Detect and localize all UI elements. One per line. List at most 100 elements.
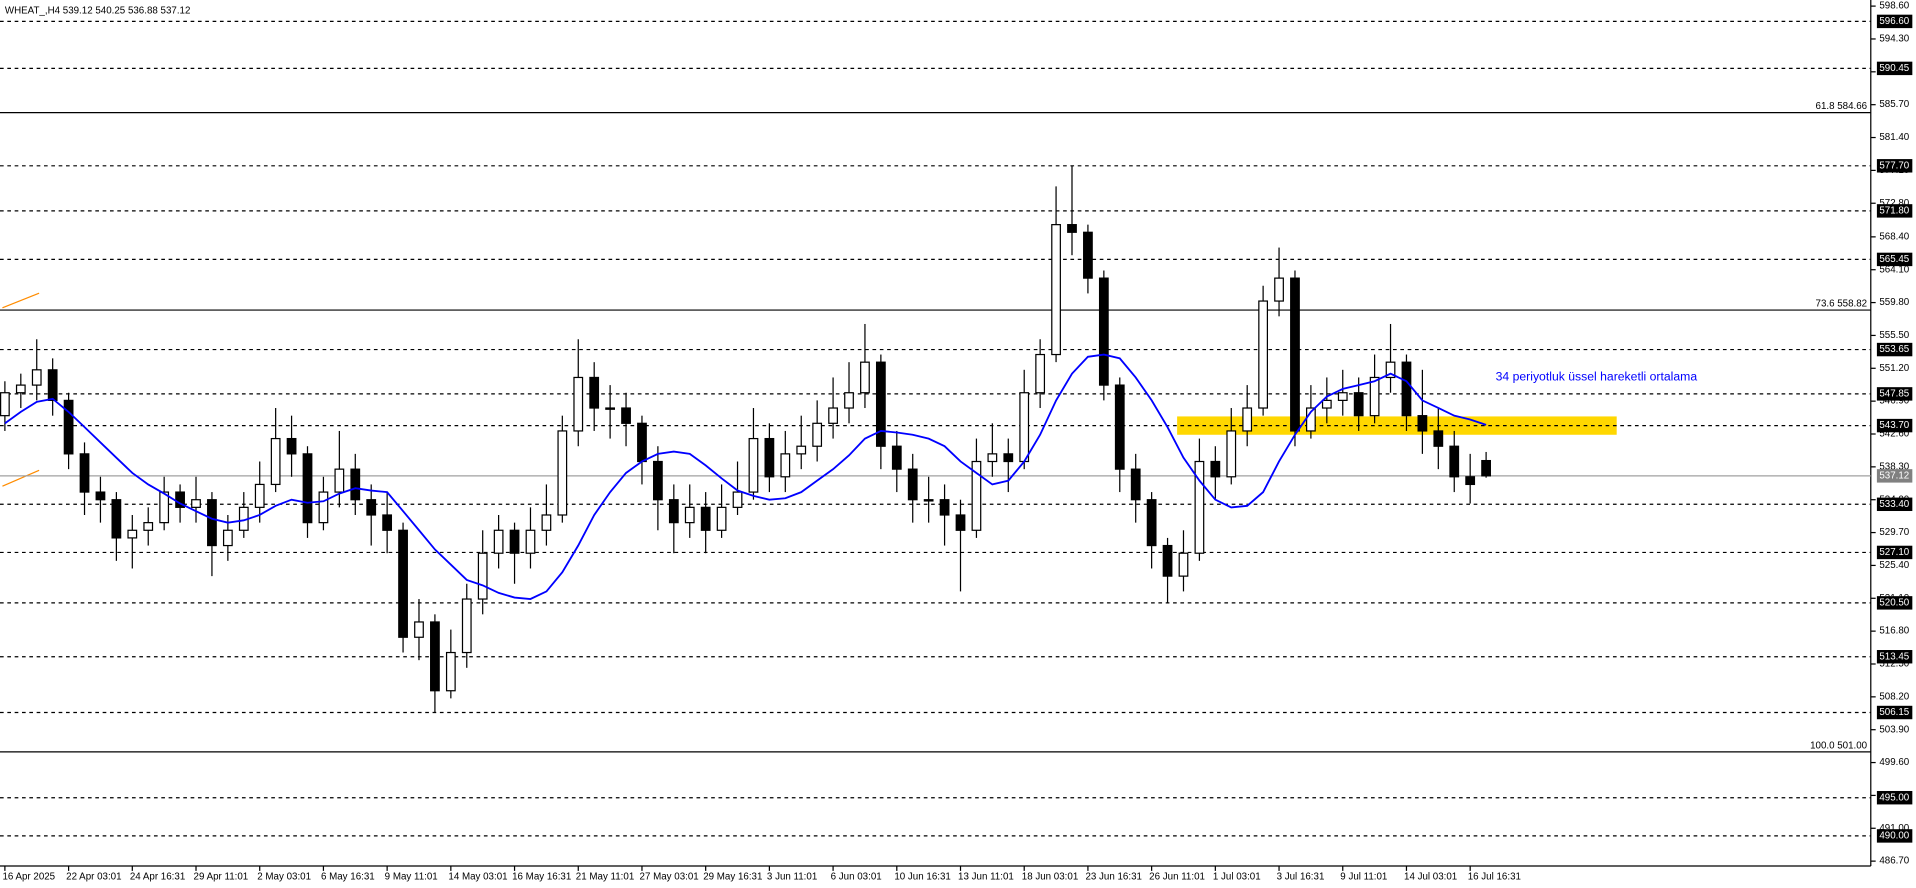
x-tick-label: 6 May 16:31 bbox=[321, 872, 375, 883]
candle-body bbox=[1051, 224, 1061, 356]
candle-body bbox=[47, 369, 58, 401]
candle-body bbox=[31, 369, 42, 386]
candle-body bbox=[127, 529, 138, 539]
candle-body bbox=[828, 407, 838, 424]
level-label: 495.00 bbox=[1879, 792, 1909, 803]
candle-body bbox=[270, 437, 281, 486]
candle-body bbox=[875, 361, 886, 447]
level-label-box bbox=[1876, 252, 1913, 267]
candle-body bbox=[350, 468, 361, 501]
level-label-box bbox=[1876, 418, 1913, 433]
candle-body bbox=[111, 499, 122, 539]
candle-body bbox=[653, 460, 663, 501]
candle-body bbox=[1290, 277, 1300, 432]
y-tick-label: 546.90 bbox=[1879, 396, 1909, 407]
candle-body bbox=[1417, 415, 1428, 432]
y-tick-label: 512.50 bbox=[1879, 659, 1909, 670]
candle-body bbox=[557, 430, 568, 516]
candle-body bbox=[1401, 361, 1412, 417]
y-tick-label: 568.40 bbox=[1879, 231, 1909, 242]
candle-body bbox=[143, 522, 154, 531]
x-tick-label: 16 May 16:31 bbox=[512, 872, 571, 883]
x-tick-label: 21 May 11:01 bbox=[576, 872, 634, 883]
y-tick-label: 559.80 bbox=[1879, 297, 1909, 308]
candle-body bbox=[1353, 392, 1364, 417]
candle-body bbox=[0, 392, 10, 417]
level-label: 590.45 bbox=[1879, 63, 1909, 74]
level-label-box bbox=[1876, 705, 1913, 720]
level-label-box bbox=[1876, 790, 1913, 805]
candle-body bbox=[95, 491, 106, 501]
x-tick-label: 29 May 16:31 bbox=[703, 872, 762, 883]
trend-stub bbox=[2, 292, 40, 309]
zone bbox=[1177, 416, 1617, 435]
x-tick-label: 10 Jun 16:31 bbox=[894, 872, 950, 883]
level-label: 506.15 bbox=[1879, 707, 1909, 718]
candle-body bbox=[445, 651, 456, 692]
x-tick-label: 9 May 11:01 bbox=[385, 872, 438, 883]
candle-body bbox=[175, 491, 185, 508]
y-tick-label: 516.80 bbox=[1879, 626, 1909, 637]
x-tick-label: 27 May 03:01 bbox=[640, 872, 699, 883]
candle-body bbox=[1385, 361, 1396, 379]
candle-body bbox=[1433, 430, 1444, 447]
candle-body bbox=[1194, 460, 1205, 554]
candle-body bbox=[493, 529, 504, 554]
y-tick-label: 551.20 bbox=[1879, 363, 1909, 374]
candle-body bbox=[573, 376, 584, 432]
candle-body bbox=[79, 453, 90, 493]
last-price-label: 537.12 bbox=[1879, 470, 1909, 481]
level-label: 543.70 bbox=[1879, 420, 1909, 431]
candle-body bbox=[63, 399, 74, 455]
candle-body bbox=[159, 491, 170, 524]
candle-body bbox=[812, 422, 823, 447]
level-label: 490.00 bbox=[1879, 830, 1909, 841]
candle-body bbox=[844, 392, 854, 409]
candle-body bbox=[955, 514, 966, 531]
candle-body bbox=[1337, 392, 1348, 401]
candle-body bbox=[1242, 407, 1253, 432]
ema-line bbox=[4, 353, 1487, 600]
y-tick-label: 598.60 bbox=[1879, 1, 1909, 12]
level-label: 547.85 bbox=[1879, 388, 1909, 399]
level-label: 520.50 bbox=[1879, 597, 1909, 608]
x-tick-label: 2 May 03:01 bbox=[257, 872, 311, 883]
level-label: 553.65 bbox=[1879, 344, 1909, 355]
candle-body bbox=[621, 407, 631, 424]
x-tick-label: 3 Jun 11:01 bbox=[767, 872, 817, 883]
candle-body bbox=[1098, 277, 1109, 386]
candle-body bbox=[1146, 499, 1157, 547]
candle-body bbox=[684, 506, 695, 524]
candle-body bbox=[1274, 277, 1284, 302]
candle-body bbox=[1067, 224, 1077, 233]
level-label-box bbox=[1876, 204, 1913, 218]
y-tick-label: 508.20 bbox=[1879, 691, 1909, 702]
candle-body bbox=[780, 453, 791, 478]
x-tick-label: 3 Jul 16:31 bbox=[1277, 872, 1325, 883]
candle-body bbox=[637, 422, 647, 463]
level-label-box bbox=[1876, 14, 1913, 29]
candle-body bbox=[1210, 460, 1221, 478]
y-tick-label: 538.30 bbox=[1879, 461, 1909, 472]
y-tick-label: 594.30 bbox=[1879, 34, 1909, 45]
candle-body bbox=[1083, 231, 1093, 279]
x-tick-label: 24 Apr 16:31 bbox=[130, 872, 185, 883]
level-label-box bbox=[1876, 387, 1913, 401]
candle-body bbox=[971, 460, 982, 531]
level-label-box bbox=[1876, 159, 1913, 173]
level-label-box bbox=[1876, 497, 1913, 512]
y-tick-label: 572.80 bbox=[1879, 198, 1909, 209]
level-label: 577.70 bbox=[1879, 160, 1909, 171]
candle-body bbox=[987, 453, 998, 463]
x-tick-label: 13 Jun 11:01 bbox=[958, 872, 1014, 883]
x-tick-label: 26 Jun 11:01 bbox=[1149, 872, 1205, 883]
candle-body bbox=[732, 491, 743, 508]
level-label-box bbox=[1876, 545, 1913, 560]
trend-stub bbox=[2, 469, 40, 487]
candle-body bbox=[191, 499, 201, 508]
level-label: 565.45 bbox=[1879, 254, 1909, 265]
level-label: 533.40 bbox=[1879, 499, 1909, 510]
candle-body bbox=[748, 437, 759, 493]
candle-body bbox=[461, 598, 472, 654]
